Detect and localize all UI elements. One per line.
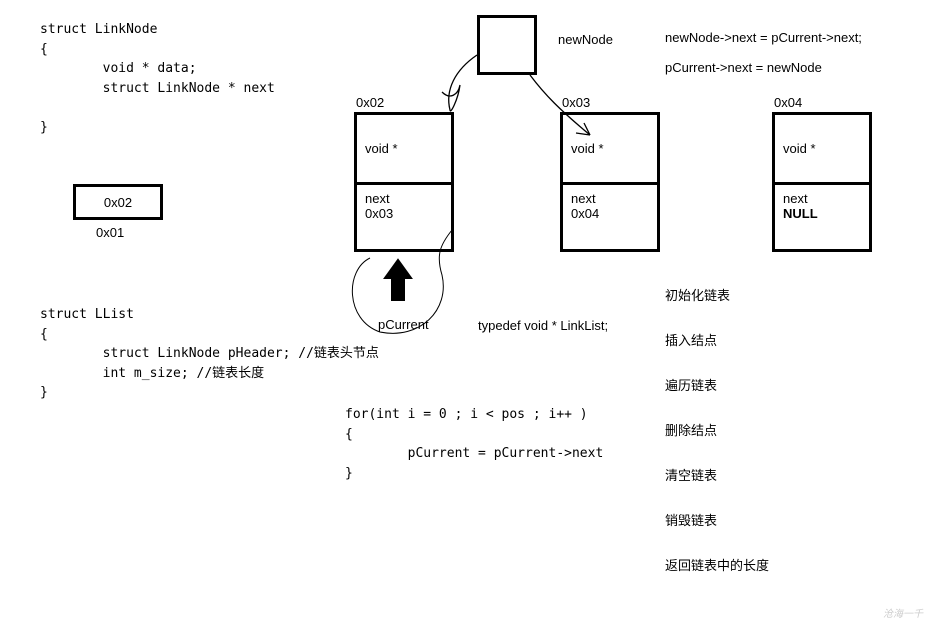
pcurrent-label: pCurrent	[378, 317, 429, 332]
op-delete: 删除结点	[665, 420, 717, 439]
node2-box: void * next 0x03	[354, 112, 454, 252]
head-node-value: 0x02	[104, 195, 132, 210]
node2-top: void *	[365, 141, 398, 156]
node3-addr: 0x03	[562, 95, 590, 110]
assign-line-2: pCurrent->next = newNode	[665, 60, 822, 75]
node2-next-value: 0x03	[365, 206, 443, 221]
watermark: 沧海一千	[883, 605, 923, 620]
op-traverse: 遍历链表	[665, 375, 717, 394]
op-destroy: 销毁链表	[665, 510, 717, 529]
node4-box: void * next NULL	[772, 112, 872, 252]
op-clear: 清空链表	[665, 465, 717, 484]
assign-line-1: newNode->next = pCurrent->next;	[665, 30, 862, 45]
node3-next-label: next	[571, 191, 649, 206]
typedef-text: typedef void * LinkList;	[478, 318, 608, 333]
node3-box: void * next 0x04	[560, 112, 660, 252]
head-node-box: 0x02	[73, 184, 163, 220]
node4-next-label: next	[783, 191, 861, 206]
struct-llist-code: struct LList { struct LinkNode pHeader; …	[40, 305, 379, 403]
node4-top: void *	[783, 141, 816, 156]
node4-next-value: NULL	[783, 206, 861, 221]
op-init: 初始化链表	[665, 285, 730, 304]
node3-top: void *	[571, 141, 604, 156]
node2-addr: 0x02	[356, 95, 384, 110]
node4-addr: 0x04	[774, 95, 802, 110]
node2-next-label: next	[365, 191, 443, 206]
op-insert: 插入结点	[665, 330, 717, 349]
head-node-label: 0x01	[96, 225, 124, 240]
op-length: 返回链表中的长度	[665, 555, 769, 574]
newnode-label: newNode	[558, 32, 613, 47]
node3-next-value: 0x04	[571, 206, 649, 221]
struct-linknode-code: struct LinkNode { void * data; struct Li…	[40, 20, 275, 137]
for-loop-code: for(int i = 0 ; i < pos ; i++ ) { pCurre…	[345, 405, 603, 483]
newnode-box	[477, 15, 537, 75]
